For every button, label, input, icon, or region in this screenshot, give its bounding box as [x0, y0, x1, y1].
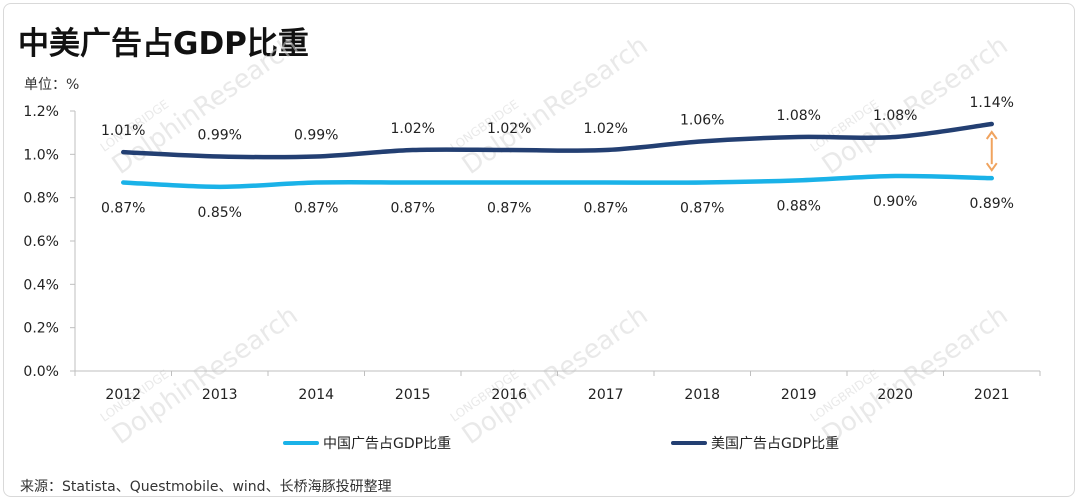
data-label-us: 1.02%	[391, 121, 435, 137]
legend-item-china: 中国广告占GDP比重	[283, 433, 451, 453]
series-line-us	[121, 121, 994, 160]
data-label-us: 1.08%	[777, 108, 821, 124]
x-tick-label: 2018	[684, 387, 720, 403]
data-label-us: 1.02%	[487, 121, 531, 137]
data-label-us: 1.01%	[101, 123, 145, 139]
x-tick-label: 2020	[877, 387, 913, 403]
y-tick-label: 1.2%	[23, 104, 59, 120]
source-note: 来源：Statista、Questmobile、wind、长桥海豚投研整理	[20, 479, 392, 495]
gap-arrow-head-bottom	[985, 162, 998, 172]
x-tick-label: 2015	[395, 387, 431, 403]
data-label-china: 0.87%	[584, 201, 628, 217]
data-label-china: 0.85%	[198, 205, 242, 221]
x-tick-label: 2019	[781, 387, 817, 403]
chart-frame	[3, 3, 1075, 497]
y-tick-label: 0.6%	[23, 234, 59, 250]
legend-swatch-china	[283, 441, 319, 445]
gap-arrow-head-top	[985, 130, 998, 140]
data-label-us: 1.14%	[970, 95, 1014, 111]
unit-label: 单位：%	[24, 77, 80, 93]
x-tick-label: 2021	[974, 387, 1010, 403]
data-label-china: 0.87%	[680, 201, 724, 217]
data-label-china: 0.87%	[294, 201, 338, 217]
watermark-name: DolphinResearch	[817, 300, 1014, 450]
x-tick-label: 2017	[588, 387, 624, 403]
y-tick-label: 1.0%	[23, 147, 59, 163]
y-tick-label: 0.8%	[23, 191, 59, 207]
legend-label-china: 中国广告占GDP比重	[323, 436, 452, 452]
data-label-us: 0.99%	[198, 128, 242, 144]
data-label-us: 0.99%	[294, 128, 338, 144]
watermark-name: DolphinResearch	[457, 300, 654, 450]
data-label-china: 0.90%	[873, 194, 917, 210]
series-line-china	[121, 173, 994, 190]
data-label-us: 1.06%	[680, 112, 724, 128]
y-tick-label: 0.2%	[23, 321, 59, 337]
chart-title: 中美广告占GDP比重	[18, 26, 309, 62]
legend-item-us: 美国广告占GDP比重	[671, 433, 839, 453]
x-tick-label: 2013	[202, 387, 238, 403]
x-tick-label: 2012	[105, 387, 141, 403]
data-label-china: 0.87%	[391, 201, 435, 217]
legend-swatch-us	[671, 441, 707, 445]
data-label-us: 1.08%	[873, 108, 917, 124]
watermark-name: DolphinResearch	[107, 300, 304, 450]
data-label-china: 0.87%	[101, 201, 145, 217]
data-label-china: 0.87%	[487, 201, 531, 217]
watermark-name: DolphinResearch	[457, 30, 654, 180]
y-tick-label: 0.0%	[23, 364, 59, 380]
x-tick-label: 2014	[298, 387, 334, 403]
legend-label-us: 美国广告占GDP比重	[711, 436, 840, 452]
y-tick-label: 0.4%	[23, 277, 59, 293]
data-label-us: 1.02%	[584, 121, 628, 137]
data-label-china: 0.89%	[970, 196, 1014, 212]
data-label-china: 0.88%	[777, 198, 821, 214]
x-tick-label: 2016	[491, 387, 527, 403]
